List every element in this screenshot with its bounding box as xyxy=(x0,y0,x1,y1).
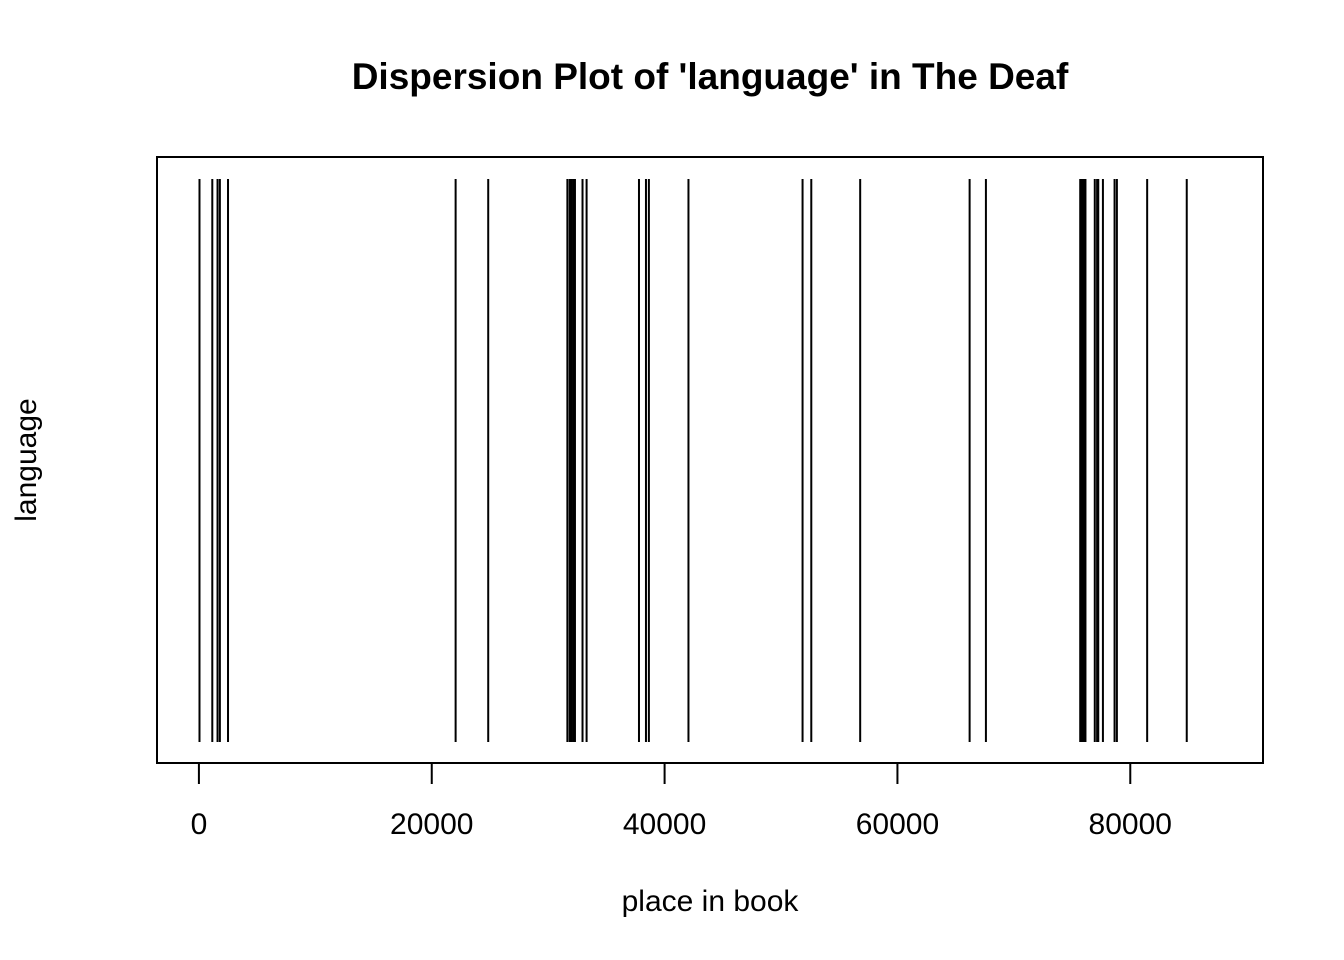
x-tick-label-2: 40000 xyxy=(623,808,706,841)
y-axis-title: language xyxy=(10,398,43,521)
occurrence-marks xyxy=(198,179,1188,742)
x-axis-title: place in book xyxy=(622,885,800,918)
x-tick-label-4: 80000 xyxy=(1089,808,1172,841)
x-tick-label-0: 0 xyxy=(191,808,208,841)
x-tick-label-3: 60000 xyxy=(856,808,939,841)
x-tick-label-1: 20000 xyxy=(390,808,473,841)
chart-title: Dispersion Plot of 'language' in The Dea… xyxy=(351,56,1069,97)
x-axis: 0 20000 40000 60000 80000 xyxy=(191,762,1172,841)
